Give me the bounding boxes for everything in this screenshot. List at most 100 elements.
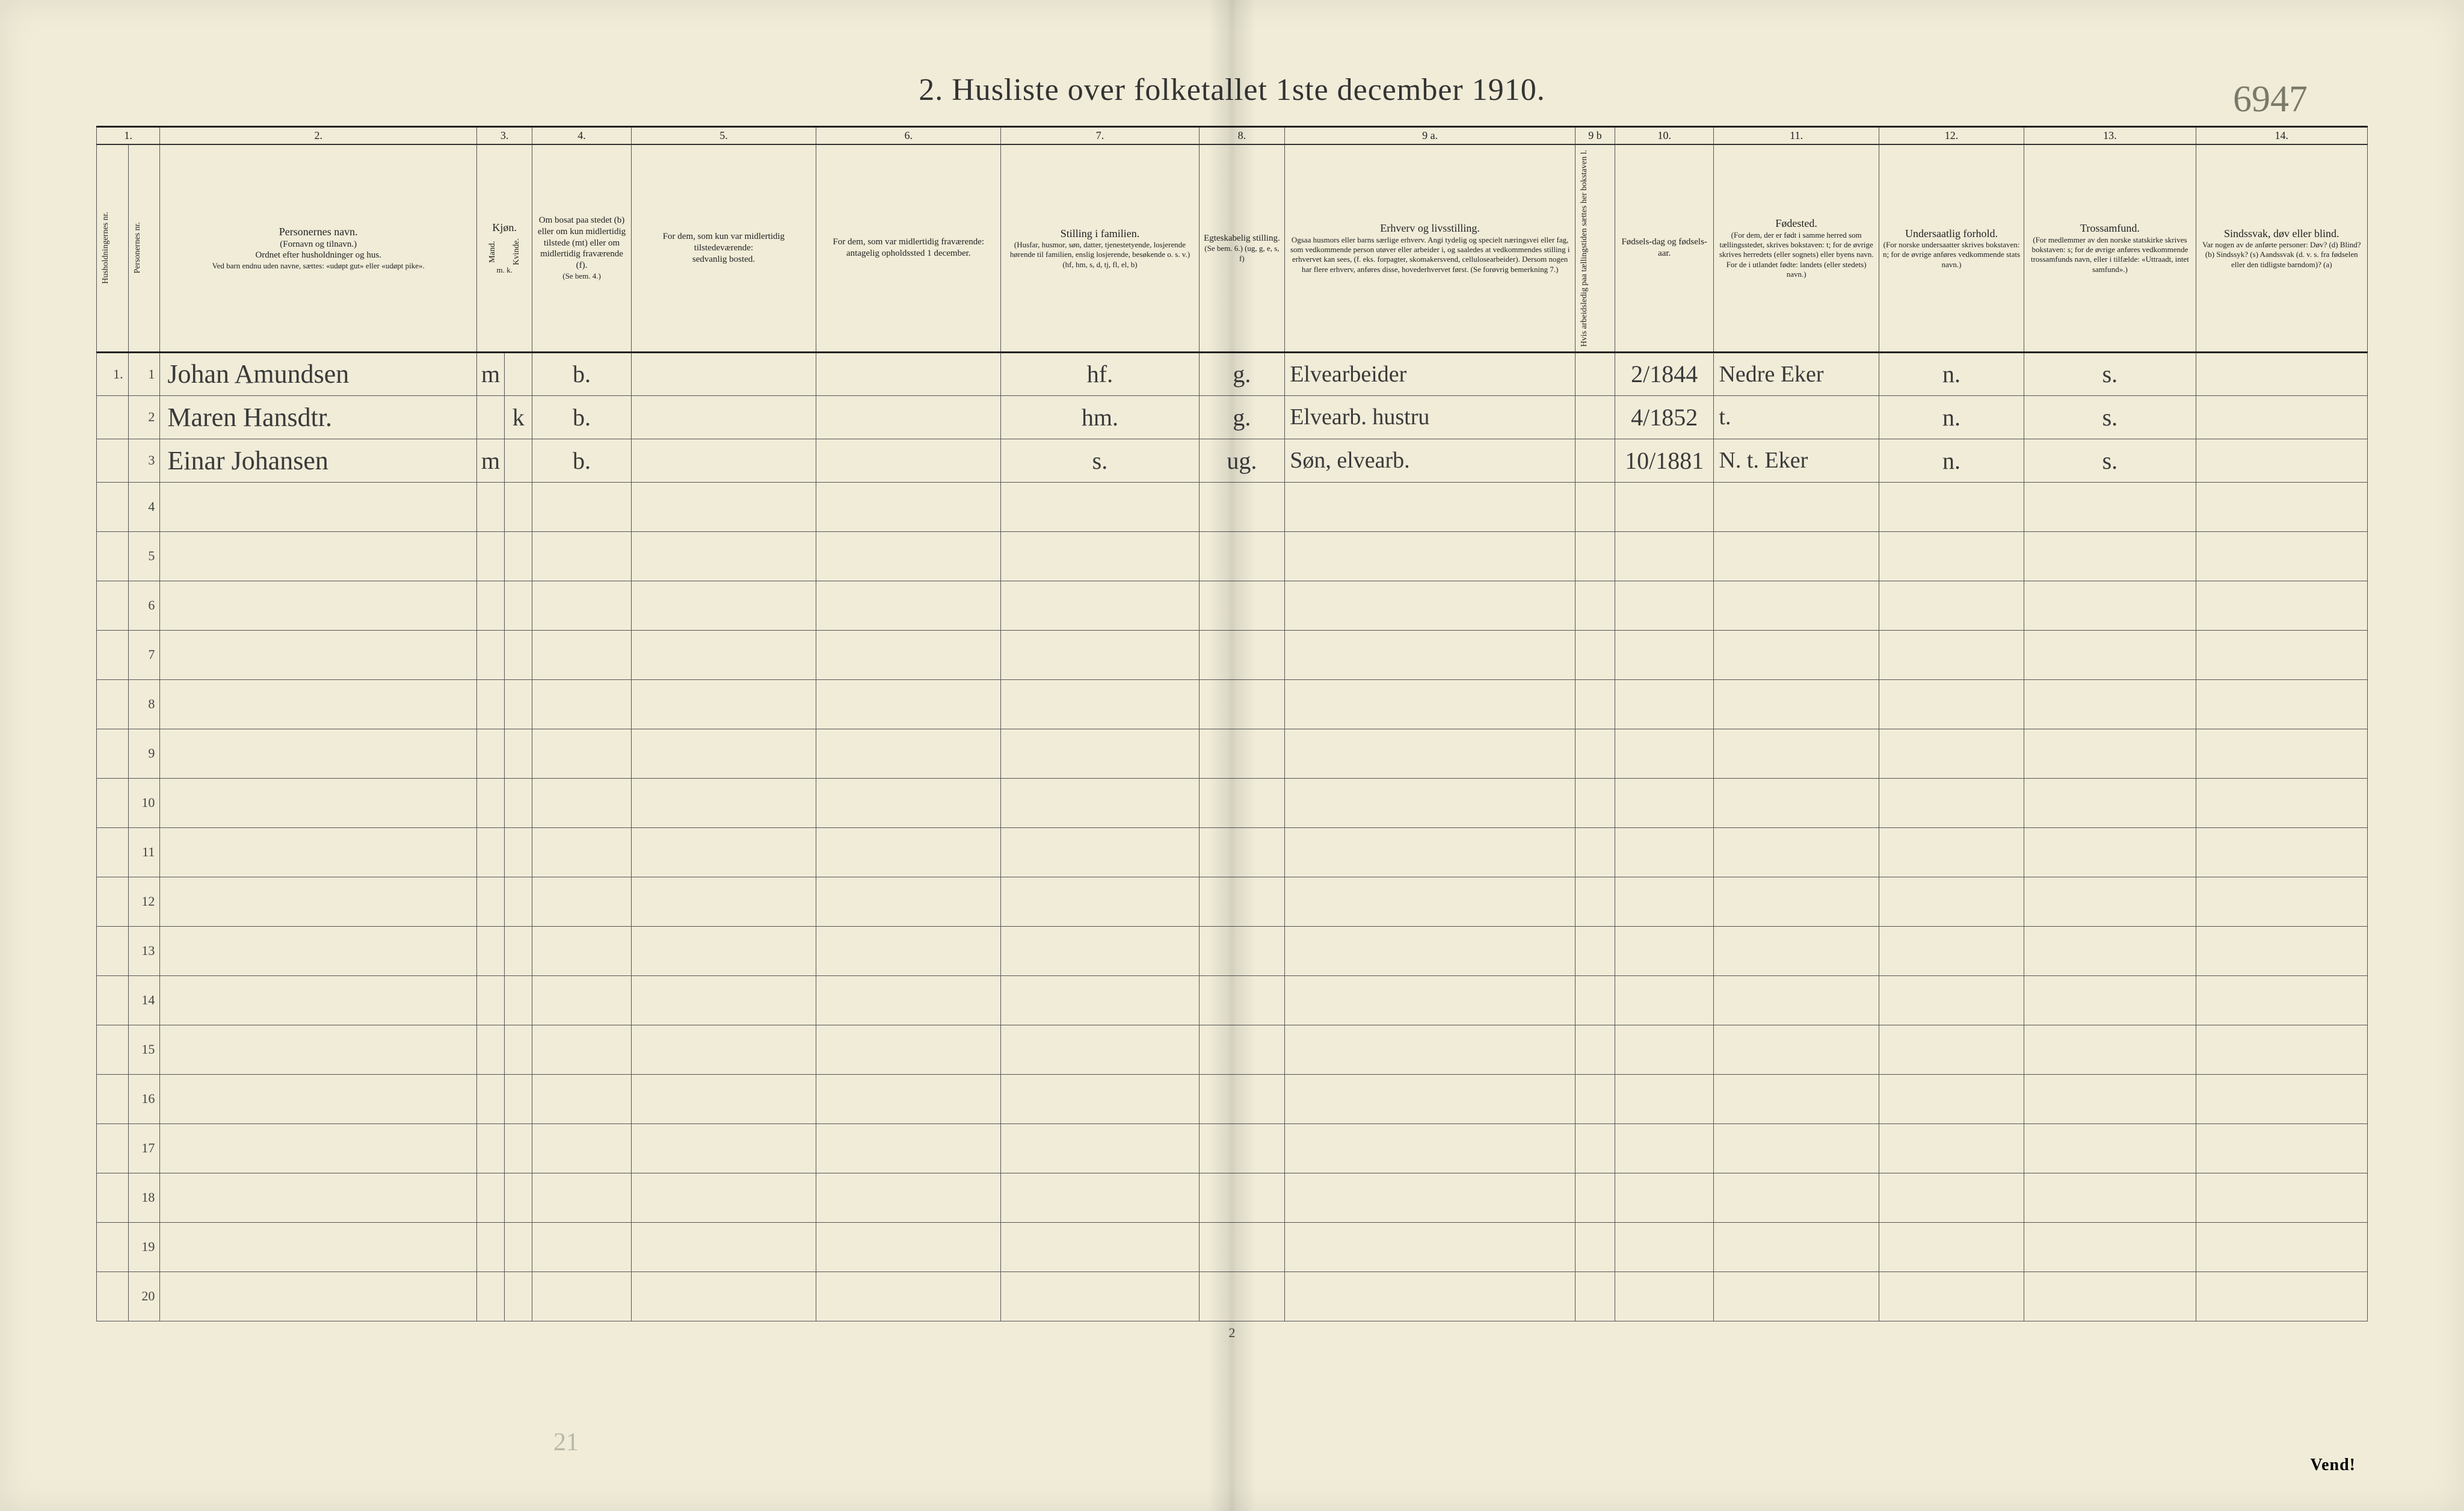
cell-foddato	[1615, 778, 1714, 827]
cell-fam	[1001, 877, 1199, 926]
cell-c9b	[1575, 679, 1615, 729]
cell-sex-m	[477, 975, 505, 1025]
cell-under	[1879, 778, 2024, 827]
cell-fodested: t.	[1714, 395, 1879, 439]
cell-under	[1879, 827, 2024, 877]
cell-tros	[2024, 679, 2196, 729]
cell-bosat	[532, 1173, 632, 1222]
cell-c14	[2196, 1074, 2367, 1123]
cell-fodested	[1714, 827, 1879, 877]
cell-c9b	[1575, 395, 1615, 439]
cell-foddato	[1615, 1272, 1714, 1321]
cell-foddato	[1615, 877, 1714, 926]
cell-bosat	[532, 778, 632, 827]
cell-c9b	[1575, 877, 1615, 926]
hdr-name-sub3: Ved barn endnu uden navne, sættes: «udøp…	[164, 261, 473, 271]
cell-sex-k	[505, 531, 532, 581]
cell-foddato	[1615, 975, 1714, 1025]
cell-name	[160, 581, 477, 630]
cell-c6	[816, 352, 1001, 395]
cell-name: Johan Amundsen	[160, 352, 477, 395]
cell-bosat	[532, 877, 632, 926]
cell-sex-k	[505, 1272, 532, 1321]
colnum-7: 7.	[1001, 127, 1199, 144]
cell-sex-m	[477, 827, 505, 877]
cell-fam: hm.	[1001, 395, 1199, 439]
cell-under	[1879, 482, 2024, 531]
cell-sex-k	[505, 729, 532, 778]
cell-person-no: 20	[128, 1272, 160, 1321]
cell-sex-m	[477, 1025, 505, 1074]
cell-household-no	[97, 975, 129, 1025]
cell-under	[1879, 1123, 2024, 1173]
cell-sex-m: m	[477, 352, 505, 395]
cell-c6	[816, 1025, 1001, 1074]
cell-c6	[816, 729, 1001, 778]
cell-sex-k	[505, 482, 532, 531]
cell-c9b	[1575, 729, 1615, 778]
cell-under	[1879, 630, 2024, 679]
cell-egte	[1199, 630, 1285, 679]
hdr-c8-sub: (Se bem. 6.) (ug, g, e, s, f)	[1203, 244, 1281, 264]
cell-egte	[1199, 1222, 1285, 1272]
cell-household-no	[97, 439, 129, 482]
colnum-5: 5.	[631, 127, 816, 144]
cell-person-no: 2	[128, 395, 160, 439]
cell-egte	[1199, 1123, 1285, 1173]
cell-c5	[631, 926, 816, 975]
cell-sex-k	[505, 1173, 532, 1222]
cell-c9b	[1575, 531, 1615, 581]
cell-sex-k	[505, 827, 532, 877]
cell-sex-m	[477, 679, 505, 729]
cell-tros	[2024, 729, 2196, 778]
cell-c9b	[1575, 827, 1615, 877]
cell-c5	[631, 630, 816, 679]
cell-person-no: 9	[128, 729, 160, 778]
cell-c9b	[1575, 1074, 1615, 1123]
table-row: 17	[97, 1123, 2368, 1173]
cell-c14	[2196, 630, 2367, 679]
cell-foddato	[1615, 1123, 1714, 1173]
colnum-3: 3.	[477, 127, 532, 144]
cell-c14	[2196, 1173, 2367, 1222]
cell-tros	[2024, 975, 2196, 1025]
cell-person-no: 11	[128, 827, 160, 877]
cell-erhverv	[1285, 1173, 1575, 1222]
cell-bosat	[532, 827, 632, 877]
cell-c14	[2196, 352, 2367, 395]
cell-sex-m	[477, 1123, 505, 1173]
cell-household-no	[97, 482, 129, 531]
hdr-c11-sub: (For dem, der er født i samme herred som…	[1717, 230, 1874, 279]
cell-name	[160, 1272, 477, 1321]
hdr-sex: Kjøn. Mand. Kvinde. m. k.	[477, 144, 532, 353]
cell-name	[160, 1222, 477, 1272]
cell-foddato	[1615, 482, 1714, 531]
cell-name	[160, 1123, 477, 1173]
cell-under	[1879, 531, 2024, 581]
colnum-2: 2.	[160, 127, 477, 144]
cell-c6	[816, 679, 1001, 729]
cell-fodested: N. t. Eker	[1714, 439, 1879, 482]
cell-egte	[1199, 877, 1285, 926]
cell-fam: hf.	[1001, 352, 1199, 395]
cell-erhverv	[1285, 581, 1575, 630]
cell-person-no: 6	[128, 581, 160, 630]
cell-household-no	[97, 1272, 129, 1321]
table-row: 5	[97, 531, 2368, 581]
colnum-8: 8.	[1199, 127, 1285, 144]
cell-tros	[2024, 581, 2196, 630]
cell-name: Einar Johansen	[160, 439, 477, 482]
cell-erhverv	[1285, 1123, 1575, 1173]
hdr-c5-sub: sedvanlig bosted.	[635, 254, 812, 265]
cell-fodested	[1714, 975, 1879, 1025]
cell-c14	[2196, 877, 2367, 926]
cell-under	[1879, 729, 2024, 778]
cell-household-no	[97, 395, 129, 439]
hdr-egteskab: Egteskabelig stilling. (Se bem. 6.) (ug,…	[1199, 144, 1285, 353]
table-row: 19	[97, 1222, 2368, 1272]
cell-bosat: b.	[532, 395, 632, 439]
hdr-c7-sub1: (Husfar, husmor, søn, datter, tjenestety…	[1005, 240, 1195, 260]
hdr-bosat-sub: (Se bem. 4.)	[536, 271, 627, 281]
cell-household-no	[97, 581, 129, 630]
hdr-bosat-title: Om bosat paa stedet (b) eller om kun mid…	[536, 215, 627, 271]
